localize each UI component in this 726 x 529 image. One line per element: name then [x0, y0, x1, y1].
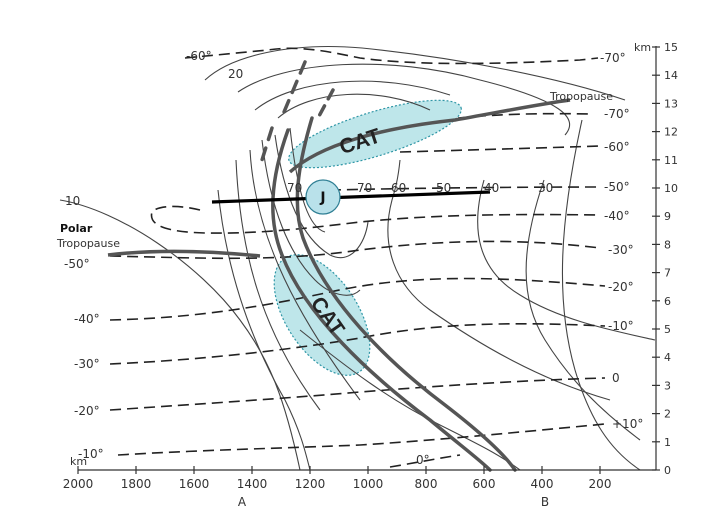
y-tick-label: 7	[664, 267, 671, 280]
y-tick-label: 1	[664, 436, 671, 449]
y-tick-label: 9	[664, 210, 671, 223]
y-tick-label: 6	[664, 295, 671, 308]
x-tick-label: 1600	[179, 477, 210, 491]
y-tick-label: 5	[664, 323, 671, 336]
x-tick-label: 600	[473, 477, 496, 491]
isotach-label-10: 10	[65, 194, 80, 208]
temp-left-minus30: -30°	[74, 357, 100, 371]
polar-label: Polar	[60, 222, 93, 235]
x-tick-label: 1200	[295, 477, 326, 491]
distance-axis-unit-label: km	[70, 455, 87, 468]
temp-right-plus10: +10°	[612, 417, 643, 431]
tropopause-break-line	[211, 190, 491, 204]
isotach-label-70-a: 70	[287, 181, 302, 195]
temp-right-minus70: -70°	[604, 107, 630, 121]
x-tick-label: 1400	[237, 477, 268, 491]
jet-label: J	[319, 190, 325, 206]
distance-axis: km 2000 1800 1600 1400 1200 1000 800 600 400 200 …	[63, 455, 656, 509]
polar-tropopause-label: Tropopause	[56, 237, 120, 250]
polar-tropopause-line	[107, 249, 261, 258]
temp-left-zero: 0°	[416, 453, 430, 467]
height-axis-unit-label: km	[634, 41, 651, 54]
x-tick-label: 200	[589, 477, 612, 491]
temp-right-minus30: -30°	[608, 243, 634, 257]
y-tick-label: 0	[664, 464, 671, 477]
isotherms	[109, 47, 606, 468]
point-b-label: B	[541, 495, 549, 509]
y-tick-label: 15	[664, 41, 678, 54]
y-tick-label: 14	[664, 69, 678, 82]
point-a-label: A	[238, 495, 247, 509]
temp-right-minus10: -10°	[608, 319, 634, 333]
temp-left-minus20: -20°	[74, 404, 100, 418]
temp-right-minus60: -60°	[604, 140, 630, 154]
y-tick-label: 3	[664, 379, 671, 392]
isotachs	[59, 46, 656, 471]
x-tick-label: 1800	[121, 477, 152, 491]
temp-right-minus50: -50°	[604, 180, 630, 194]
isotach-label-70-b: 70	[357, 181, 372, 195]
jet-core	[305, 179, 341, 215]
y-tick-label: 11	[664, 154, 678, 167]
y-tick-label: 2	[664, 408, 671, 421]
temp-labels-left: -60° -50° -40° -30° -20° -10° 0°	[64, 49, 430, 467]
temp-left-minus10: -10°	[78, 447, 104, 461]
tropopause-label: Tropopause	[549, 90, 613, 103]
temp-left-minus40: -40°	[74, 312, 100, 326]
tropopause-line	[288, 98, 571, 174]
temp-labels-right: -70° -70° -60° -50° -40° -30° -20° -10° …	[600, 51, 643, 431]
y-tick-label: 8	[664, 238, 671, 251]
x-tick-label: 400	[531, 477, 554, 491]
isotach-label-20: 20	[228, 67, 243, 81]
temp-right-zero: 0	[612, 371, 620, 385]
x-tick-label: 800	[415, 477, 438, 491]
isotach-label-60: 60	[391, 181, 406, 195]
x-tick-label: 2000	[63, 477, 94, 491]
temp-right-minus40: -40°	[604, 209, 630, 223]
isotach-label-40: 40	[484, 181, 499, 195]
y-tick-label: 4	[664, 351, 671, 364]
temp-left-minus50: -50°	[64, 257, 90, 271]
temp-right-minus20: -20°	[608, 280, 634, 294]
isotach-label-30: 30	[538, 181, 553, 195]
y-tick-label: 12	[664, 126, 678, 139]
temp-right-minus70-top: -70°	[600, 51, 626, 65]
isotach-label-50: 50	[436, 181, 451, 195]
isotach-labels: 20 10 70 70 60 50 40 30	[65, 67, 553, 208]
x-tick-label: 1000	[353, 477, 384, 491]
y-tick-label: 13	[664, 97, 678, 110]
temp-left-minus60: -60°	[186, 49, 212, 63]
y-tick-label: 10	[664, 182, 678, 195]
